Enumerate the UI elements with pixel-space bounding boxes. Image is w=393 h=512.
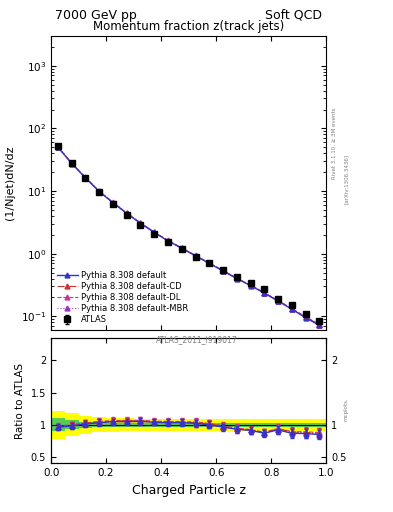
Pythia 8.308 default-CD [289,306,294,312]
Pythia 8.308 default [262,290,267,296]
Pythia 8.308 default-CD [111,200,116,206]
Pythia 8.308 default-MBR [235,275,239,282]
Pythia 8.308 default-DL [111,199,116,205]
Line: Pythia 8.308 default-CD: Pythia 8.308 default-CD [55,144,322,327]
Line: Pythia 8.308 default: Pythia 8.308 default [55,145,322,328]
Pythia 8.308 default-DL [152,229,156,235]
Pythia 8.308 default-CD [235,275,239,282]
Pythia 8.308 default [207,260,212,266]
Pythia 8.308 default-MBR [111,200,116,206]
Pythia 8.308 default-MBR [317,322,322,328]
Pythia 8.308 default-CD [193,252,198,259]
Pythia 8.308 default-MBR [207,260,212,266]
Pythia 8.308 default-DL [207,260,212,266]
Pythia 8.308 default-DL [180,245,184,251]
Pythia 8.308 default-MBR [276,298,281,304]
Pythia 8.308 default-CD [97,188,101,195]
Pythia 8.308 default-MBR [83,175,88,181]
Pythia 8.308 default-DL [56,144,61,150]
Pythia 8.308 default-DL [138,220,143,226]
Pythia 8.308 default-MBR [248,283,253,289]
Pythia 8.308 default-MBR [303,314,308,321]
Pythia 8.308 default-CD [248,282,253,288]
Pythia 8.308 default-CD [276,297,281,304]
Title: Momentum fraction z(track jets): Momentum fraction z(track jets) [93,20,284,33]
Pythia 8.308 default-DL [289,305,294,311]
Pythia 8.308 default [138,220,143,226]
Pythia 8.308 default-DL [248,282,253,288]
Pythia 8.308 default [221,268,226,274]
Pythia 8.308 default-MBR [166,238,171,244]
Pythia 8.308 default [248,283,253,289]
Line: Pythia 8.308 default-MBR: Pythia 8.308 default-MBR [55,145,322,327]
Legend: Pythia 8.308 default, Pythia 8.308 default-CD, Pythia 8.308 default-DL, Pythia 8: Pythia 8.308 default, Pythia 8.308 defau… [55,269,190,326]
Pythia 8.308 default-DL [303,314,308,320]
Pythia 8.308 default-MBR [193,253,198,259]
Pythia 8.308 default-MBR [221,268,226,274]
Pythia 8.308 default-CD [207,260,212,266]
Pythia 8.308 default-CD [152,229,156,236]
Pythia 8.308 default-CD [221,268,226,274]
Pythia 8.308 default-DL [97,188,101,194]
Y-axis label: (1/Njet)dN/dz: (1/Njet)dN/dz [5,146,15,220]
Text: Rivet 3.1.10, ≥ 3M events: Rivet 3.1.10, ≥ 3M events [332,108,337,179]
Pythia 8.308 default-MBR [289,306,294,312]
Pythia 8.308 default-CD [125,210,129,216]
Pythia 8.308 default-DL [235,275,239,281]
Pythia 8.308 default-MBR [262,290,267,296]
Pythia 8.308 default [276,298,281,304]
Pythia 8.308 default-DL [276,297,281,304]
Pythia 8.308 default-MBR [125,210,129,217]
Pythia 8.308 default-CD [180,245,184,251]
Pythia 8.308 default [193,253,198,259]
Pythia 8.308 default [111,200,116,206]
Pythia 8.308 default-DL [69,160,74,166]
Pythia 8.308 default [125,210,129,217]
Line: Pythia 8.308 default-DL: Pythia 8.308 default-DL [55,144,322,327]
Pythia 8.308 default [152,229,156,236]
Pythia 8.308 default [97,188,101,195]
Pythia 8.308 default-MBR [152,229,156,236]
Text: [arXiv:1306.3436]: [arXiv:1306.3436] [344,154,349,204]
Pythia 8.308 default-DL [317,321,322,327]
Pythia 8.308 default [166,238,171,244]
Pythia 8.308 default-CD [56,144,61,150]
Pythia 8.308 default [289,306,294,312]
Text: ATLAS_2011_I919017: ATLAS_2011_I919017 [156,335,237,345]
Pythia 8.308 default [69,160,74,166]
Pythia 8.308 default-CD [138,220,143,226]
Pythia 8.308 default-MBR [69,160,74,166]
Pythia 8.308 default [303,315,308,321]
Pythia 8.308 default-MBR [138,220,143,226]
Pythia 8.308 default-CD [303,314,308,320]
Pythia 8.308 default-MBR [56,144,61,150]
Pythia 8.308 default [56,144,61,151]
Pythia 8.308 default-CD [166,238,171,244]
Pythia 8.308 default [83,175,88,181]
Pythia 8.308 default-DL [262,290,267,296]
Pythia 8.308 default-MBR [180,245,184,251]
Text: Soft QCD: Soft QCD [265,9,322,22]
Pythia 8.308 default-CD [69,160,74,166]
Pythia 8.308 default-CD [262,290,267,296]
Pythia 8.308 default [317,322,322,328]
Pythia 8.308 default-DL [83,175,88,181]
Pythia 8.308 default-MBR [97,188,101,195]
Y-axis label: Ratio to ATLAS: Ratio to ATLAS [15,362,25,439]
Pythia 8.308 default [180,245,184,251]
Text: mcplots.: mcplots. [344,398,349,421]
Pythia 8.308 default-CD [317,322,322,328]
Text: 7000 GeV pp: 7000 GeV pp [55,9,137,22]
Pythia 8.308 default-DL [166,238,171,244]
Pythia 8.308 default [235,275,239,282]
Pythia 8.308 default-DL [193,252,198,259]
Pythia 8.308 default-DL [221,267,226,273]
Pythia 8.308 default-CD [83,175,88,181]
Pythia 8.308 default-DL [125,210,129,216]
X-axis label: Charged Particle z: Charged Particle z [132,484,246,497]
